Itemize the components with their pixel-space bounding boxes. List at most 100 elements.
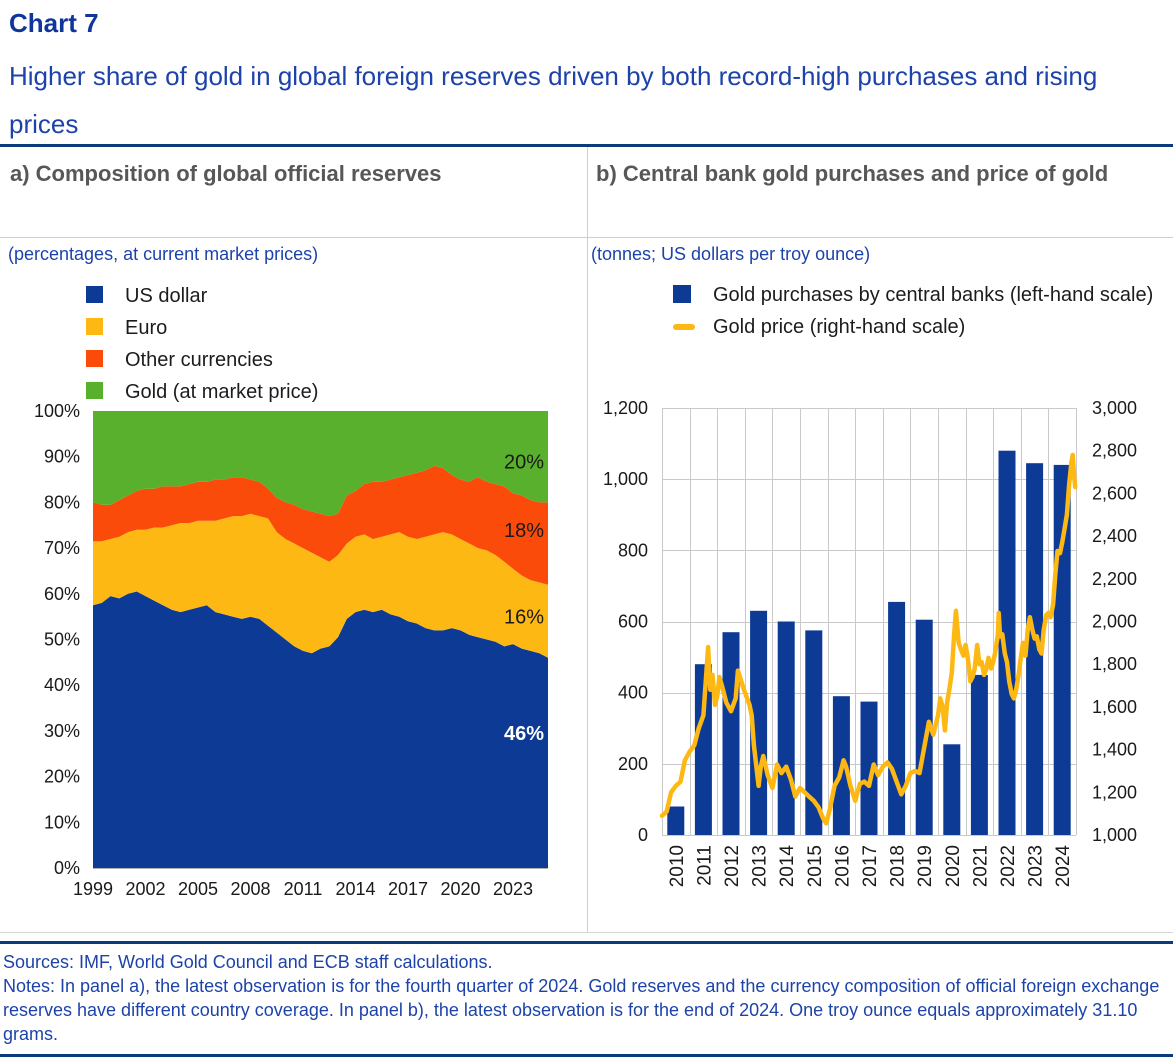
euro-swatch-icon (86, 318, 103, 335)
svg-text:2,200: 2,200 (1092, 569, 1137, 589)
gold-purchases-bars (667, 450, 1071, 835)
svg-text:2,600: 2,600 (1092, 483, 1137, 503)
top-divider-rule (0, 144, 1173, 147)
bar-2012 (722, 632, 740, 835)
svg-text:2005: 2005 (178, 879, 218, 899)
svg-text:1999: 1999 (73, 879, 113, 899)
svg-text:2011: 2011 (694, 845, 715, 886)
svg-text:2013: 2013 (750, 845, 771, 887)
chart-label: Chart 7 (9, 8, 99, 38)
svg-text:2022: 2022 (998, 845, 1019, 887)
bar-2023 (1026, 463, 1044, 835)
other-currencies-swatch-icon (86, 350, 103, 367)
legend-item-gold-purchases: Gold purchases by central banks (left-ha… (673, 284, 1153, 306)
svg-text:70%: 70% (44, 538, 80, 558)
svg-text:30%: 30% (44, 721, 80, 741)
area-us-dollar (93, 591, 548, 868)
panel-a: (percentages, at current market prices) … (0, 238, 587, 932)
svg-text:2008: 2008 (230, 879, 270, 899)
bar-2011 (694, 664, 712, 835)
svg-text:2023: 2023 (493, 879, 533, 899)
panel-b-legend: Gold purchases by central banks (left-ha… (673, 284, 1153, 348)
legend-item-gold: Gold (at market price) (86, 381, 318, 403)
svg-text:2023: 2023 (1026, 845, 1047, 887)
bar-line-chart-container: 0 200 400 600 800 1,000 1,200 1,000 1,200 1,400 1,… (588, 385, 1173, 930)
bar-2021 (970, 674, 988, 835)
svg-text:400: 400 (618, 683, 648, 703)
bar-2020 (943, 744, 961, 835)
us-dollar-swatch-icon (86, 286, 103, 303)
sources-text: Sources: IMF, World Gold Council and ECB… (3, 952, 493, 972)
bar-2010 (667, 806, 685, 835)
svg-text:1,000: 1,000 (1092, 825, 1137, 845)
svg-text:2018: 2018 (888, 845, 909, 887)
svg-text:1,200: 1,200 (603, 398, 648, 418)
svg-text:40%: 40% (44, 675, 80, 695)
legend-label: Euro (125, 317, 168, 339)
svg-text:2016: 2016 (832, 845, 853, 887)
svg-text:1,800: 1,800 (1092, 654, 1137, 674)
svg-text:0%: 0% (54, 858, 80, 878)
svg-text:20%: 20% (504, 451, 544, 473)
svg-text:2014: 2014 (335, 879, 375, 899)
svg-text:90%: 90% (44, 447, 80, 467)
right-axis-labels: 1,000 1,200 1,400 1,600 1,800 2,000 2,200 2,400… (1092, 398, 1137, 845)
gold-purchases-price-chart: 02004006008001,0001,2001,0001,2001,4001,… (603, 398, 1137, 888)
svg-text:2021: 2021 (970, 845, 991, 887)
footer-top-rule (0, 941, 1173, 944)
svg-text:200: 200 (618, 754, 648, 774)
legend-label: Gold purchases by central banks (left-ha… (713, 284, 1154, 306)
svg-text:2002: 2002 (125, 879, 165, 899)
svg-text:2024: 2024 (1053, 845, 1074, 888)
legend-item-euro: Euro (86, 317, 318, 339)
svg-text:2015: 2015 (805, 845, 826, 887)
svg-text:2012: 2012 (722, 845, 743, 887)
svg-text:2,400: 2,400 (1092, 526, 1137, 546)
svg-text:20%: 20% (44, 767, 80, 787)
legend-label: Gold (at market price) (125, 381, 319, 403)
legend-item-other-currencies: Other currencies (86, 349, 318, 371)
bar-2013 (750, 610, 768, 835)
panel-a-heading: a) Composition of global official reserv… (10, 161, 442, 186)
gold-price-line (659, 452, 1078, 826)
svg-text:1,400: 1,400 (1092, 740, 1137, 760)
svg-text:80%: 80% (44, 492, 80, 512)
stacked-area-chart-container: 0% 10% 20% 30% 40% 50% 60% 70% 80% 90% 100% 1999 200… (0, 385, 587, 930)
x-axis-year-labels: 2010 2011 2012 2013 2014 2015 2016 2017 2018 2019… (667, 845, 1074, 888)
svg-text:100%: 100% (34, 401, 80, 421)
svg-text:2,000: 2,000 (1092, 612, 1137, 632)
svg-text:2017: 2017 (860, 845, 881, 887)
svg-text:2017: 2017 (388, 879, 428, 899)
svg-text:50%: 50% (44, 630, 80, 650)
chart-title: Higher share of gold in global foreign r… (9, 61, 1098, 139)
legend-label: US dollar (125, 285, 208, 307)
panel-a-subtitle: (percentages, at current market prices) (8, 244, 319, 264)
footer-notes: Sources: IMF, World Gold Council and ECB… (3, 950, 1169, 1046)
svg-text:2011: 2011 (284, 879, 323, 899)
svg-text:16%: 16% (504, 607, 544, 629)
y-axis-labels: 0% 10% 20% 30% 40% 50% 60% 70% 80% 90% 100% (34, 401, 80, 878)
x-axis-labels: 1999 2002 2005 2008 2011 2014 2017 2020 2023 (73, 879, 533, 899)
area-gold-at-market-price (93, 411, 548, 517)
panel-b-subtitle: (tonnes; US dollars per troy ounce) (591, 244, 871, 264)
share-annotations: 20% 18% 16% 46% (504, 451, 544, 745)
panel-a-legend: US dollar Euro Other currencies Gold (at… (86, 285, 318, 413)
bar-2014 (777, 621, 795, 835)
legend-label: Gold price (right-hand scale) (713, 316, 966, 338)
bar-2017 (860, 701, 878, 835)
svg-text:2020: 2020 (440, 879, 480, 899)
chart-header: Chart 7 Higher share of gold in global f… (9, 8, 1149, 148)
svg-text:800: 800 (618, 540, 648, 560)
svg-text:1,000: 1,000 (603, 469, 648, 489)
svg-text:2010: 2010 (667, 845, 688, 887)
composition-stacked-area-chart: 0% 10% 20% 30% 40% 50% 60% 70% 80% 90% 100% 1999 200… (34, 401, 548, 899)
bar-2018 (888, 601, 906, 835)
area-other-currencies (93, 465, 548, 585)
svg-text:10%: 10% (44, 812, 80, 832)
gold-swatch-icon (86, 382, 103, 399)
legend-item-us-dollar: US dollar (86, 285, 318, 307)
bar-2019 (915, 619, 933, 835)
svg-text:46%: 46% (504, 723, 544, 745)
svg-text:2014: 2014 (777, 845, 798, 888)
